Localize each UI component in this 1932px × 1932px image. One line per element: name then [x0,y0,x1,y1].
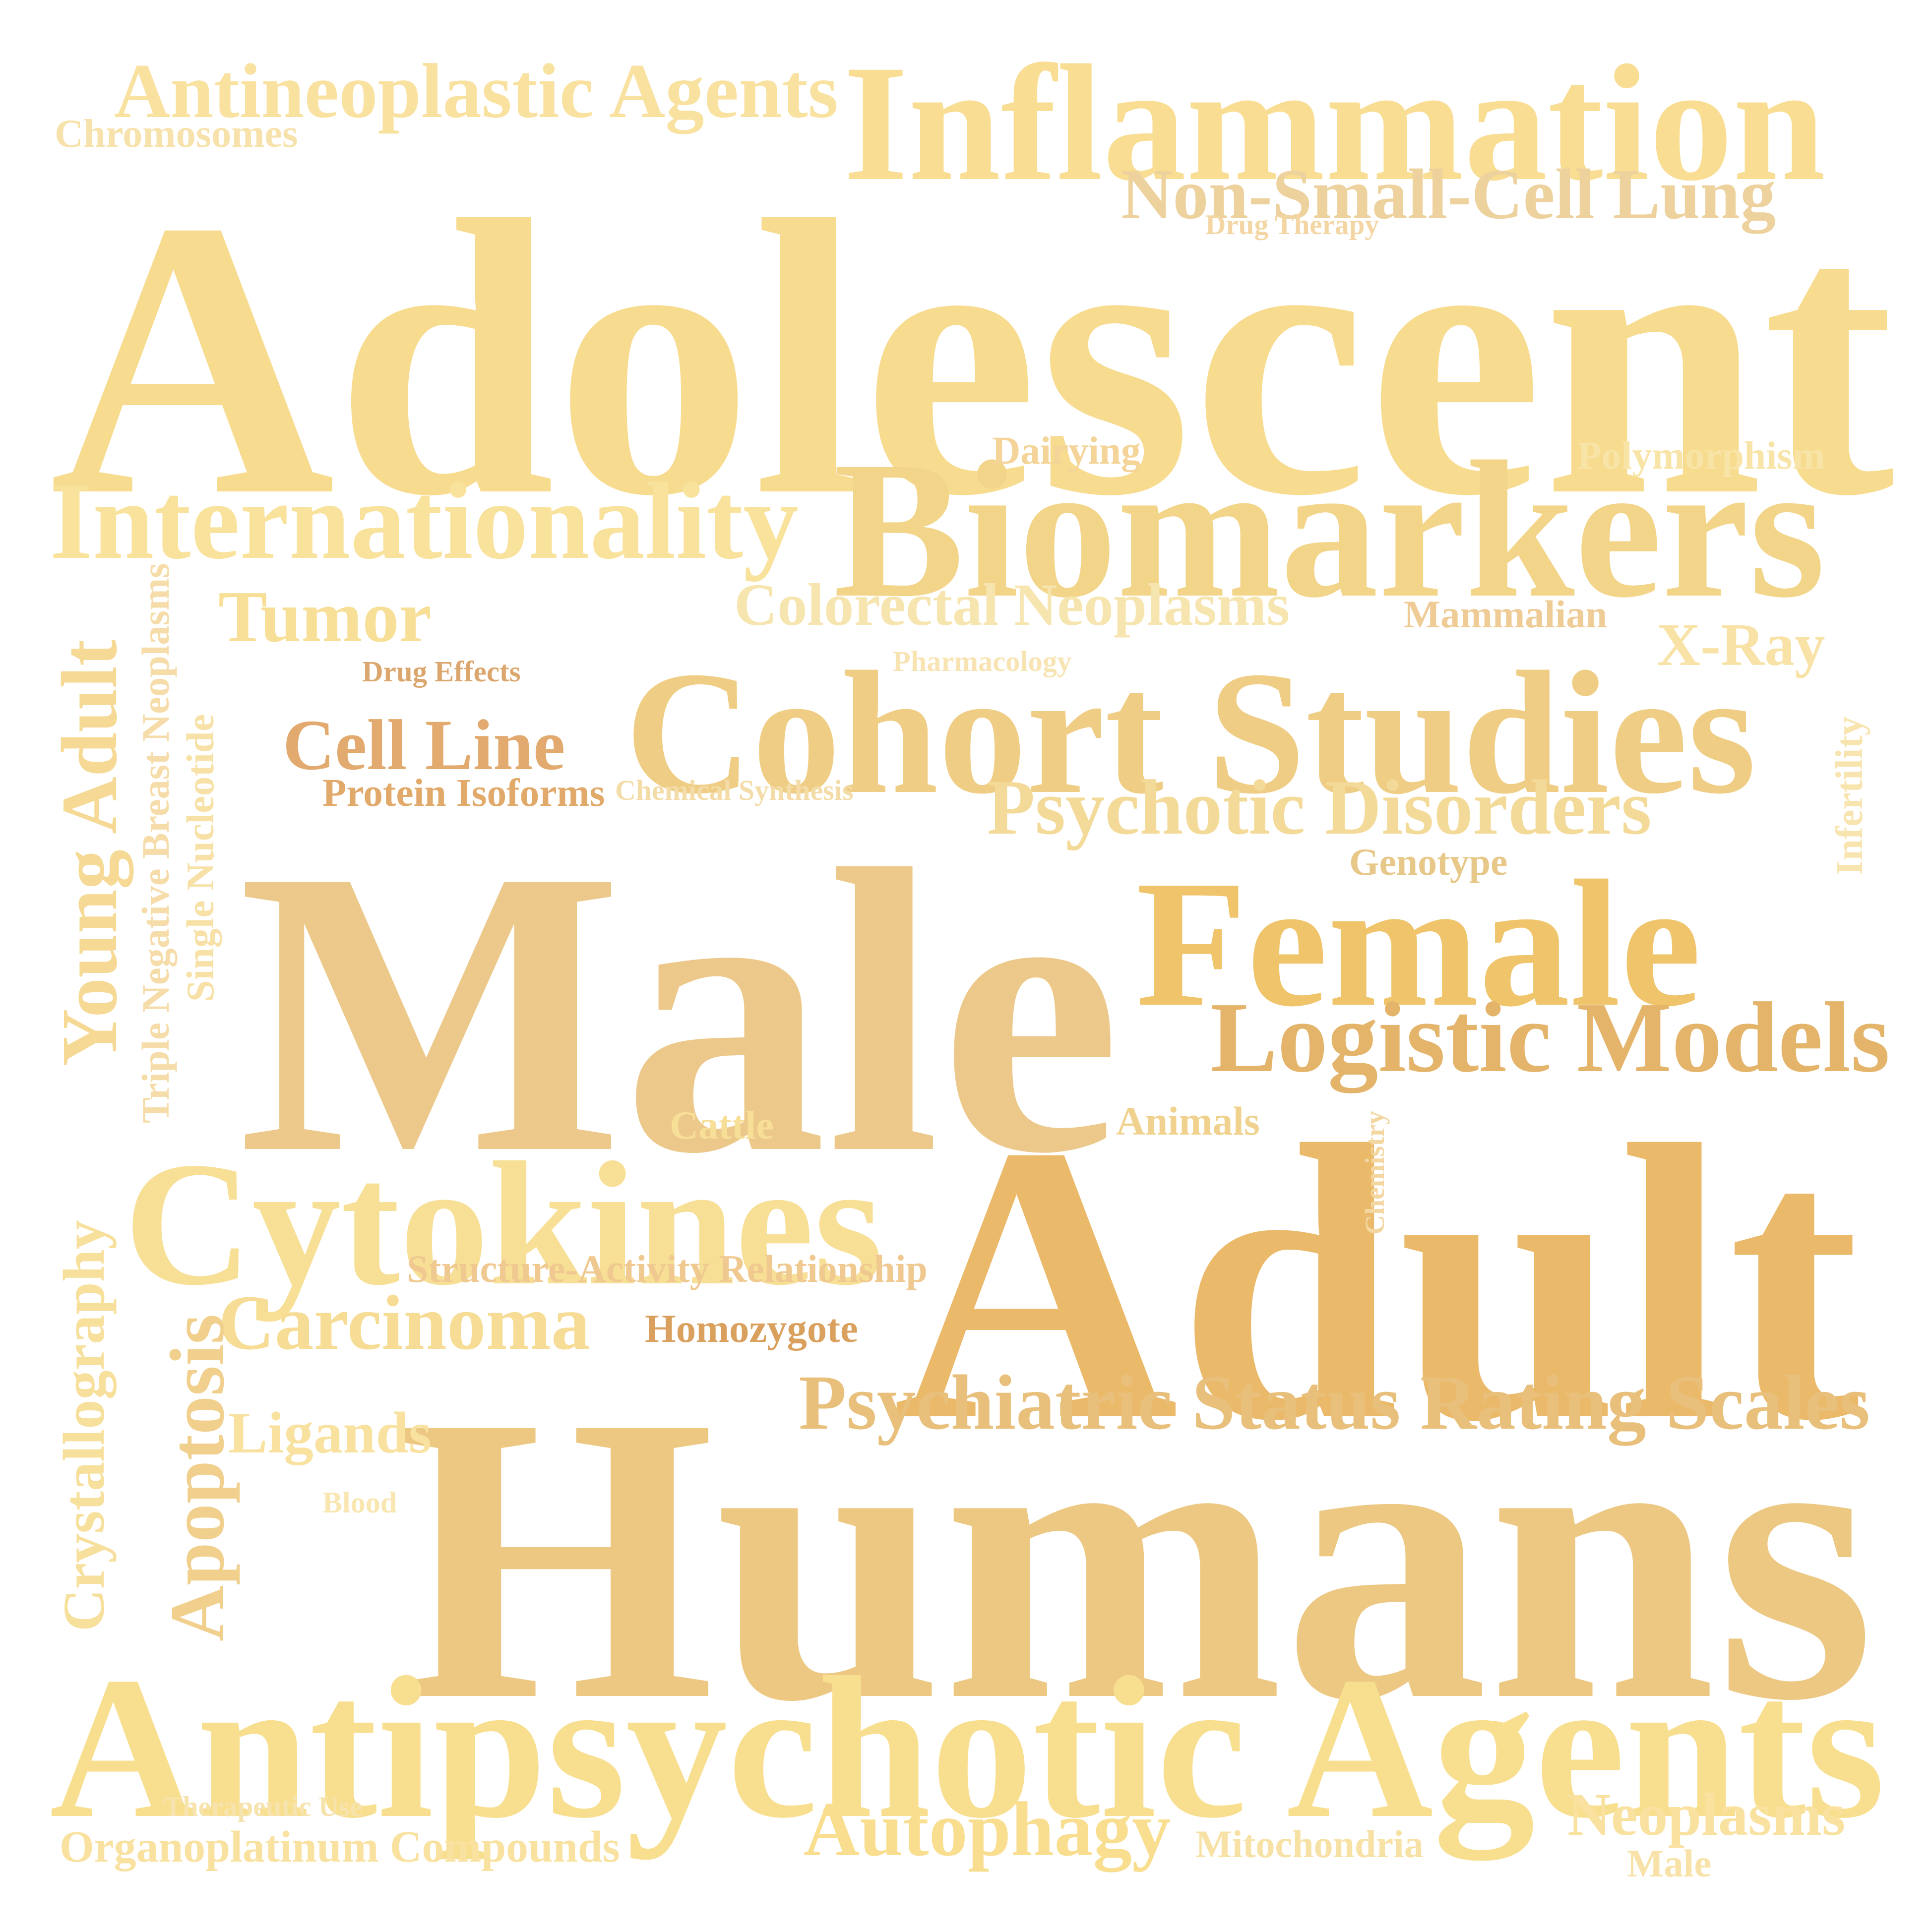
word-x-ray: X-Ray [1657,611,1825,678]
word-adolescent: Adolescent [50,140,1895,577]
word-adult: Adult [893,1065,1860,1502]
word-psychotic-disorders: Psychotic Disorders [987,764,1652,851]
word-genotype: Genotype [1349,841,1508,883]
word-male-large: Male [238,786,1121,1237]
word-chemical-synthesis: Chemical Synthesis [615,774,854,806]
word-young-adult: Young Adult [45,639,133,1066]
word-triple-negative-breast-neoplasms: Triple Negative Breast Neoplasms [134,563,177,1123]
word-male-small: Male [1627,1842,1712,1885]
word-homozygote: Homozygote [645,1307,858,1351]
word-cytokines: Cytokines [124,1126,883,1322]
word-tumor: Tumor [218,576,432,657]
word-apoptosis: Apoptosis [154,1314,240,1641]
word-cohort-studies: Cohort Studies [625,635,1756,830]
word-biomarkers: Biomarkers [833,421,1826,638]
word-non-small-cell-lung: Non-Small-Cell Lung [1121,155,1776,234]
word-protein-isoforms: Protein Isoforms [322,771,605,815]
word-single-nucleotide: Single Nucleotide [179,714,222,1002]
word-inflammation: Inflammation [843,30,1826,215]
word-mammalian: Mammalian [1404,593,1608,636]
word-antipsychotic-agents: Antipsychotic Agents [50,1635,1885,1860]
word-ligands: Ligands [228,1400,432,1465]
word-drug-therapy: Drug Therapy [1205,209,1379,241]
word-chemistry: Chemistry [1360,1111,1390,1235]
word-internationality: Internationality [50,460,799,582]
word-cattle: Cattle [670,1103,774,1147]
word-drug-effects: Drug Effects [362,655,521,688]
word-cell-line: Cell Line [283,705,565,785]
word-psychiatric-status-rating-scales: Psychiatric Status Rating Scales [799,1359,1870,1446]
word-structure-activity-relationship: Structure-Activity Relationship [407,1247,928,1290]
word-blood: Blood [322,1486,397,1519]
word-antineoplastic-agents: Antineoplastic Agents [114,48,838,134]
word-pharmacology: Pharmacology [893,645,1072,677]
word-infertility: Infertility [1828,716,1870,875]
word-autophagy: Autophagy [804,1786,1171,1872]
word-mitochondria: Mitochondria [1195,1822,1424,1866]
word-female: Female [1136,843,1701,1044]
word-organoplatinum-compounds: Organoplatinum Compounds [60,1822,620,1872]
word-therapeutic-use: Therapeutic Use [164,1791,363,1822]
word-neoplasms: Neoplasms [1567,1782,1846,1848]
word-crystallography: Crystallography [51,1220,117,1631]
word-chromosomes: Chromosomes [55,112,298,156]
word-carcinoma: Carcinoma [218,1280,590,1366]
word-dairying: Dairying [992,429,1141,473]
word-logistic-models: Logistic Models [1210,981,1890,1093]
word-animals: Animals [1116,1098,1260,1144]
word-polymorphism: Polymorphism [1577,434,1825,478]
word-colorectal-neoplasms: Colorectal Neoplasms [734,572,1290,638]
word-humans: Humans [397,1332,1875,1785]
